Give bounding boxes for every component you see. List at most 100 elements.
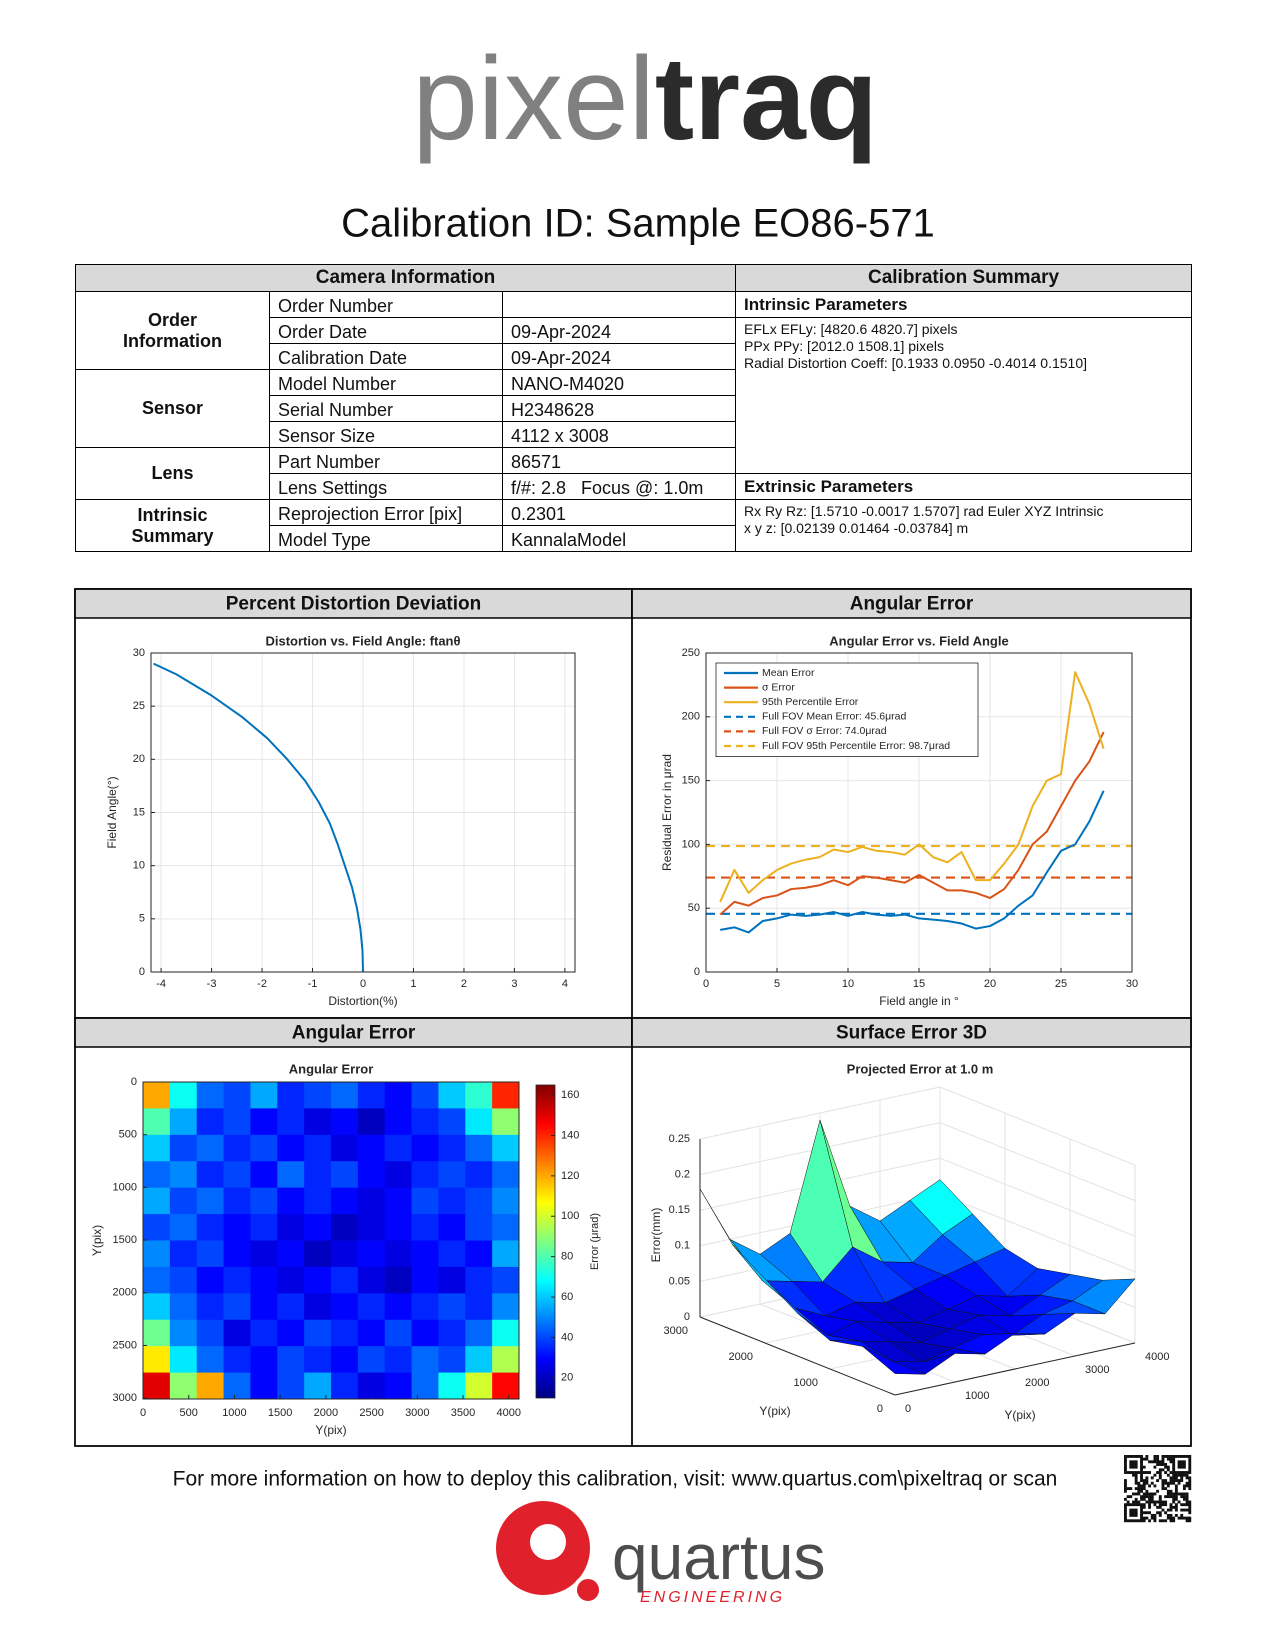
qr-module [1174, 1476, 1178, 1480]
param-line: Radial Distortion Coeff: [0.1933 0.0950 … [744, 355, 1088, 371]
y-tick-label: 25 [133, 700, 145, 712]
qr-module [1124, 1463, 1127, 1466]
x-tick-label: 500 [180, 1407, 198, 1419]
qr-module [1150, 1481, 1154, 1485]
heat-cell [250, 1161, 278, 1189]
qr-module [1126, 1519, 1130, 1523]
heat-cell [196, 1293, 224, 1321]
x-tick-label: 4 [562, 978, 568, 990]
colorbar-tick-label: 100 [561, 1210, 579, 1222]
qr-module [1182, 1455, 1186, 1458]
heat-cell [223, 1108, 251, 1136]
qr-module [1140, 1495, 1143, 1499]
heat-cell [384, 1319, 412, 1347]
heat-cell [196, 1214, 224, 1241]
qr-module [1185, 1484, 1189, 1488]
heat-cell [438, 1319, 466, 1347]
qr-module [1172, 1473, 1176, 1477]
x-axis-label: Y(pix) [315, 1423, 346, 1437]
heat-cell [196, 1319, 224, 1347]
heat-cell [411, 1372, 439, 1400]
y-tick-label: 2000 [1025, 1377, 1049, 1389]
heat-cell [384, 1161, 412, 1189]
qr-module [1172, 1505, 1176, 1509]
qr-module [1188, 1503, 1192, 1507]
z-tick-label: 0.2 [675, 1169, 690, 1181]
heat-cell [304, 1346, 332, 1373]
x-tick-label: 2000 [314, 1407, 338, 1419]
qr-module [1134, 1465, 1138, 1469]
qr-module [1124, 1457, 1127, 1461]
y-tick-label: 15 [133, 806, 145, 818]
qr-module [1169, 1479, 1173, 1482]
heat-cell [492, 1346, 520, 1373]
heat-cell [492, 1187, 520, 1215]
qr-module [1172, 1497, 1176, 1501]
qr-module [1182, 1463, 1186, 1466]
qr-module [1134, 1479, 1138, 1482]
x-tick-label: 1 [410, 978, 416, 990]
table-cell: Order Date [269, 317, 503, 344]
page-title: Calibration ID: Sample EO86-571 [341, 202, 935, 246]
qr-module [1129, 1495, 1133, 1499]
qr-module [1182, 1516, 1186, 1520]
qr-module [1174, 1473, 1178, 1477]
x-tick-label: 2500 [359, 1407, 383, 1419]
qr-module [1124, 1484, 1127, 1488]
legend-label: Mean Error [762, 667, 815, 679]
z-tick-label: 0.1 [675, 1240, 690, 1252]
qr-module [1153, 1503, 1157, 1507]
heat-cell [411, 1187, 439, 1215]
heat-cell [465, 1187, 493, 1215]
qr-module [1166, 1513, 1170, 1517]
qr-module [1134, 1503, 1138, 1507]
heat-cell [223, 1161, 251, 1189]
y-axis-label: Y(pix) [1004, 1408, 1035, 1422]
qr-module [1132, 1471, 1135, 1474]
qr-module [1124, 1489, 1127, 1493]
qr-module [1164, 1481, 1168, 1485]
qr-module [1180, 1479, 1184, 1482]
qr-module [1182, 1473, 1186, 1477]
qr-module [1142, 1481, 1146, 1485]
legend-label: Full FOV 95th Percentile Error: 98.7μrad [762, 740, 950, 752]
qr-module [1140, 1487, 1143, 1491]
qr-module [1156, 1500, 1160, 1504]
param-line: EFLx EFLy: [4820.6 4820.7] pixels [744, 321, 958, 337]
qr-module [1137, 1500, 1141, 1504]
heat-cell [143, 1187, 171, 1215]
qr-module [1177, 1471, 1181, 1474]
table-cell: Part Number [269, 447, 503, 474]
x-tick-label: 10 [842, 978, 854, 990]
qr-module [1140, 1511, 1143, 1515]
colorbar-tick-label: 140 [561, 1129, 579, 1141]
table-cell: Intrinsic Summary [75, 499, 270, 552]
qr-module [1158, 1497, 1162, 1501]
group-label: Lens [151, 463, 194, 483]
qr-module [1180, 1495, 1184, 1499]
qr-module [1124, 1497, 1127, 1501]
y-tick-label: 500 [119, 1129, 137, 1141]
qr-module [1132, 1513, 1135, 1517]
heat-cell [277, 1266, 305, 1294]
heat-cell [304, 1319, 332, 1347]
heat-cell [438, 1134, 466, 1162]
qr-module [1161, 1479, 1165, 1482]
x-tick-label: 4000 [497, 1407, 521, 1419]
table-cell: Order Information [75, 291, 270, 370]
qr-module [1124, 1471, 1127, 1474]
qr-module [1153, 1460, 1157, 1464]
qr-module [1172, 1516, 1176, 1520]
qr-module [1142, 1495, 1146, 1499]
heat-cell [357, 1372, 386, 1400]
table-cell: Reprojection Error [pix] [269, 499, 503, 526]
y-tick-label: 1500 [113, 1234, 137, 1246]
qr-module [1150, 1492, 1154, 1496]
qr-module [1177, 1460, 1181, 1464]
qr-module [1140, 1468, 1143, 1472]
qr-module [1137, 1471, 1141, 1474]
qr-module [1124, 1465, 1127, 1469]
colorbar-tick-label: 120 [561, 1170, 579, 1182]
qr-module [1158, 1476, 1162, 1480]
qr-module [1145, 1479, 1149, 1482]
